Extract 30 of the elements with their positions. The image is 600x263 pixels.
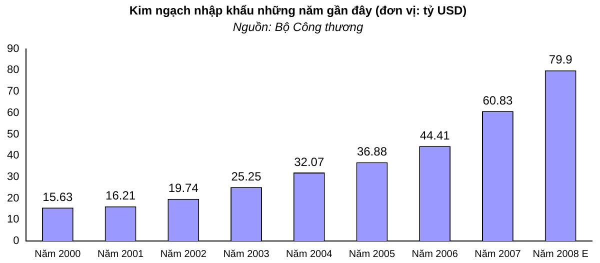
data-label: 19.74 bbox=[168, 181, 199, 196]
y-tick-label: 0 bbox=[13, 235, 20, 248]
data-label: 79.9 bbox=[548, 52, 573, 67]
data-label: 25.25 bbox=[231, 169, 262, 184]
x-tick-label: Năm 2001 bbox=[97, 248, 144, 260]
x-tick-label: Năm 2004 bbox=[286, 248, 333, 260]
chart-subtitle: Nguồn: Bộ Công thương bbox=[232, 20, 364, 34]
x-tick-label: Năm 2003 bbox=[223, 248, 270, 260]
data-label: 44.41 bbox=[420, 128, 450, 142]
x-tick-label: Năm 2007 bbox=[474, 248, 522, 260]
y-tick-label: 20 bbox=[6, 192, 20, 204]
x-tick-label: Năm 2008 E bbox=[532, 248, 589, 260]
y-tick-label: 40 bbox=[6, 150, 20, 162]
y-tick-label: 50 bbox=[6, 128, 20, 140]
chart-title: Kim ngạch nhập khẩu những năm gần đây (đơn vị: tỷ USD) bbox=[129, 4, 467, 18]
y-tick-label: 10 bbox=[6, 214, 20, 226]
y-tick-label: 60 bbox=[6, 106, 20, 119]
y-tick-label: 70 bbox=[6, 86, 20, 98]
x-tick-label: Năm 2002 bbox=[160, 248, 207, 260]
data-label: 36.88 bbox=[356, 144, 388, 159]
data-label: 32.07 bbox=[294, 154, 324, 169]
x-tick-label: Năm 2000 bbox=[34, 248, 82, 260]
y-tick-label: 90 bbox=[6, 42, 20, 55]
y-tick-label: 80 bbox=[6, 64, 20, 76]
y-tick-label: 30 bbox=[6, 170, 20, 183]
data-label: 15.63 bbox=[42, 190, 74, 204]
data-label: 16.21 bbox=[106, 188, 136, 203]
data-label: 60.83 bbox=[482, 93, 514, 108]
x-tick-label: Năm 2005 bbox=[348, 248, 396, 260]
x-tick-label: Năm 2006 bbox=[412, 248, 458, 260]
